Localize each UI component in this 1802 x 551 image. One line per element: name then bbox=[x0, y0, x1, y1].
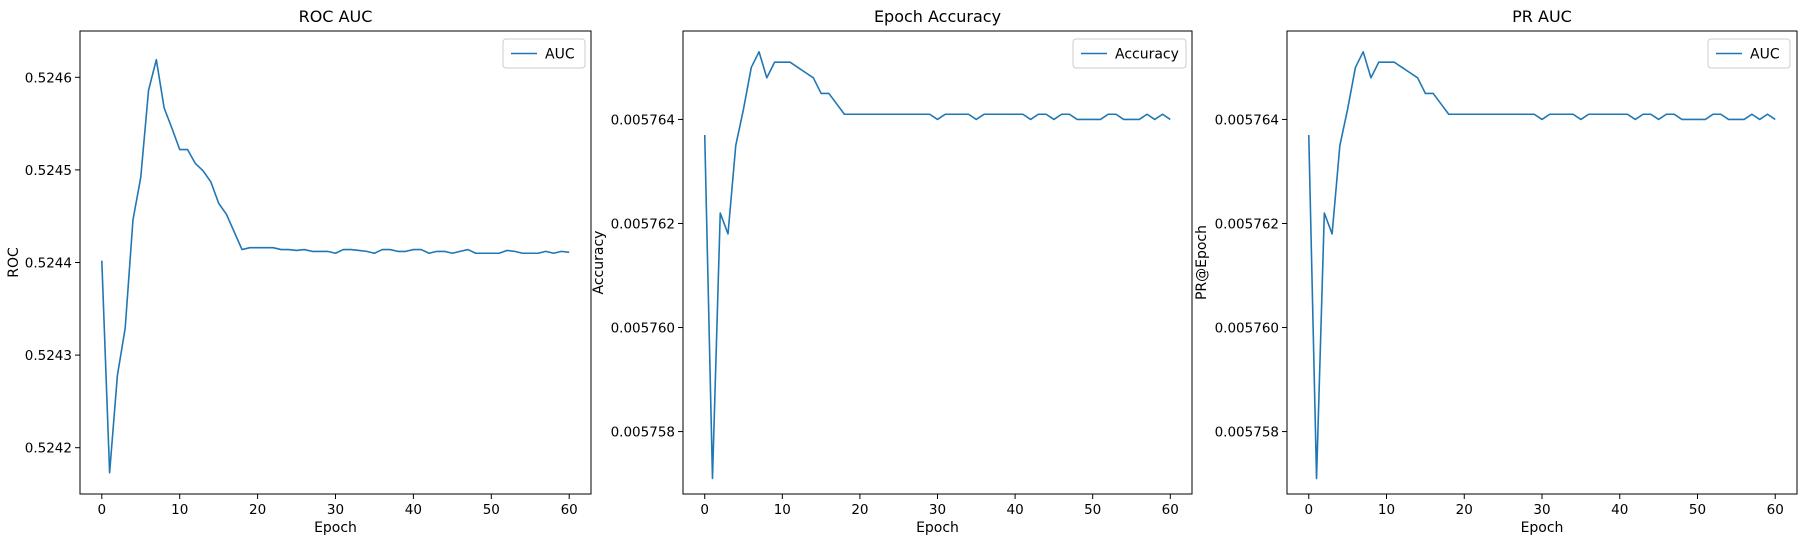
legend: Accuracy bbox=[1072, 38, 1187, 69]
x-tick-label: 50 bbox=[1689, 502, 1706, 518]
y-tick-label: 0.005762 bbox=[1215, 216, 1279, 232]
x-tick-label: 20 bbox=[851, 502, 868, 518]
legend: AUC bbox=[1707, 38, 1791, 69]
x-tick-label: 40 bbox=[1006, 502, 1023, 518]
x-tick-label: 60 bbox=[561, 502, 578, 518]
x-tick-label: 50 bbox=[483, 502, 500, 518]
y-tick-label: 0.005764 bbox=[611, 112, 675, 128]
axes-frame bbox=[682, 30, 1193, 495]
y-tick-label: 0.005764 bbox=[1215, 112, 1279, 128]
x-tick-label: 40 bbox=[1611, 502, 1628, 518]
x-axis-label: Epoch bbox=[314, 520, 357, 536]
legend-label: AUC bbox=[1750, 47, 1780, 63]
legend-box bbox=[1707, 38, 1791, 69]
y-tick-label: 0.005758 bbox=[611, 425, 675, 441]
legend: AUC bbox=[502, 38, 586, 69]
chart-panel-2: Epoch Accuracy 0 10 20 30 40 50 60 0.005758 0.005… bbox=[591, 7, 1193, 536]
x-tick-label: 10 bbox=[171, 502, 188, 518]
x-tick-label: 0 bbox=[1304, 502, 1313, 518]
y-axis-label: PR@Epoch bbox=[1194, 225, 1210, 300]
y-tick-label: 0.5242 bbox=[25, 441, 72, 457]
y-tick-label: 0.5243 bbox=[25, 348, 72, 364]
x-tick-label: 30 bbox=[929, 502, 946, 518]
y-tick-label: 0.005758 bbox=[1215, 425, 1279, 441]
chart-panel-3: PR AUC 0 10 20 30 40 50 60 0.005758 0.005760 0.005… bbox=[1194, 7, 1798, 536]
x-tick-label: 60 bbox=[1162, 502, 1179, 518]
x-tick-label: 30 bbox=[1533, 502, 1550, 518]
y-tick-label: 0.5244 bbox=[25, 256, 72, 272]
x-tick-label: 20 bbox=[249, 502, 266, 518]
x-tick-label: 30 bbox=[327, 502, 344, 518]
series-line bbox=[1307, 51, 1776, 480]
legend-label: AUC bbox=[545, 47, 575, 63]
axes-frame bbox=[1286, 30, 1798, 495]
x-tick-label: 20 bbox=[1456, 502, 1473, 518]
chart-title: PR AUC bbox=[1512, 7, 1572, 26]
chart-title: ROC AUC bbox=[299, 7, 373, 26]
axes-frame bbox=[79, 30, 592, 495]
x-tick-label: 10 bbox=[1378, 502, 1395, 518]
x-tick-label: 50 bbox=[1084, 502, 1101, 518]
x-tick-label: 0 bbox=[700, 502, 709, 518]
y-tick-label: 0.005760 bbox=[611, 321, 675, 337]
x-tick-label: 40 bbox=[405, 502, 422, 518]
series-line bbox=[703, 51, 1171, 480]
y-tick-label: 0.005760 bbox=[1215, 321, 1279, 337]
y-tick-label: 0.005762 bbox=[611, 216, 675, 232]
x-tick-label: 10 bbox=[774, 502, 791, 518]
y-axis-label: Accuracy bbox=[591, 231, 607, 295]
chart-panel-1: ROC AUC 0 10 20 30 40 50 60 0.5242 0.5243 0.5244 0.… bbox=[6, 7, 592, 536]
y-tick-label: 0.5246 bbox=[25, 70, 72, 86]
legend-box bbox=[1072, 38, 1187, 69]
chart-title: Epoch Accuracy bbox=[874, 7, 1001, 26]
x-axis-label: Epoch bbox=[1521, 520, 1564, 536]
x-tick-label: 60 bbox=[1767, 502, 1784, 518]
x-tick-label: 0 bbox=[98, 502, 107, 518]
y-axis-label: ROC bbox=[6, 247, 22, 278]
series-line bbox=[101, 58, 570, 474]
y-tick-label: 0.5245 bbox=[25, 163, 72, 179]
x-axis-label: Epoch bbox=[916, 520, 959, 536]
legend-label: Accuracy bbox=[1115, 47, 1179, 63]
legend-box bbox=[502, 38, 586, 69]
